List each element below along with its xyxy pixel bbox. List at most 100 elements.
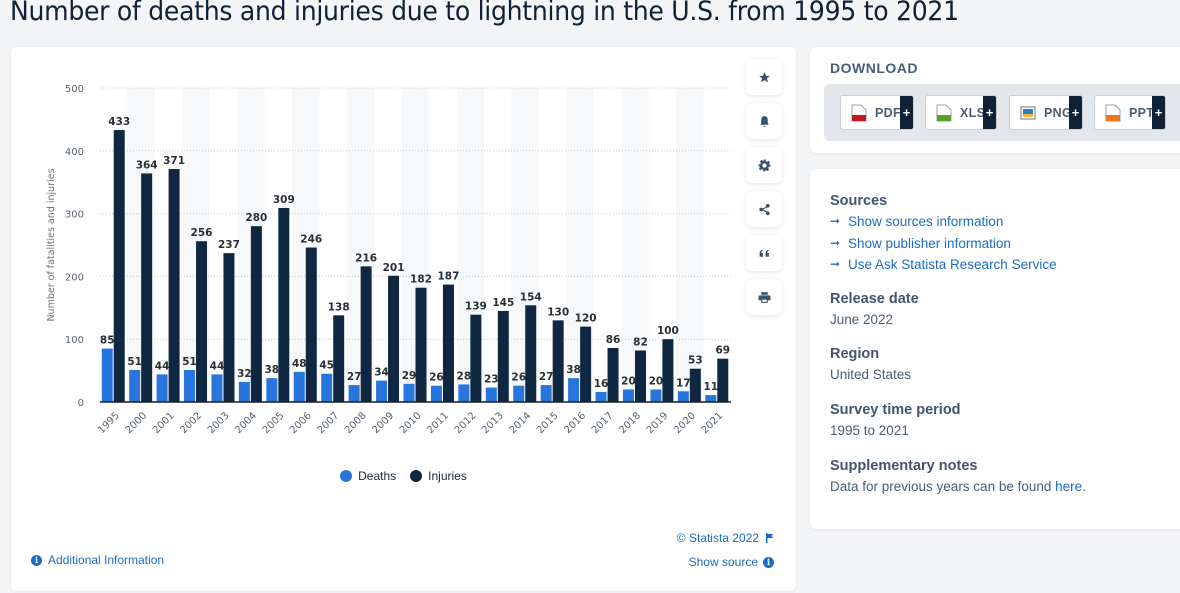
bar-injuries: [305, 247, 317, 402]
settings-button[interactable]: [746, 147, 782, 183]
supplementary-text: Data for previous years can be found her…: [830, 476, 1086, 498]
data-label-deaths: 44: [155, 360, 170, 372]
here-link[interactable]: here: [1055, 479, 1083, 494]
download-title: DOWNLOAD: [830, 60, 918, 76]
show-sources-text: Show sources information: [848, 214, 1004, 229]
legend-item-injuries[interactable]: Injuries: [410, 469, 467, 483]
data-label-deaths: 48: [292, 358, 307, 370]
favorite-button[interactable]: [746, 59, 782, 95]
bar-injuries: [168, 169, 180, 402]
data-label-injuries: 69: [715, 345, 730, 357]
data-label-deaths: 16: [594, 378, 609, 390]
x-tick-label: 2018: [617, 410, 643, 436]
data-label-injuries: 139: [465, 301, 487, 313]
copyright-link[interactable]: © Statista 2022: [677, 531, 774, 545]
print-button[interactable]: [746, 279, 782, 315]
info-icon: i: [763, 556, 774, 568]
data-label-deaths: 11: [703, 381, 718, 393]
bar-deaths: [321, 373, 333, 402]
x-tick-label: 2002: [178, 410, 204, 436]
download-ppt-button[interactable]: PPT +: [1094, 95, 1166, 130]
additional-information-link[interactable]: i Additional Information: [31, 553, 164, 567]
data-label-deaths: 26: [511, 372, 526, 384]
additional-information-text: Additional Information: [48, 553, 165, 567]
x-tick-label: 2007: [316, 410, 342, 436]
download-png-button[interactable]: PNG +: [1009, 95, 1083, 130]
sources-heading: Sources: [830, 193, 888, 209]
cite-button[interactable]: [746, 235, 782, 271]
share-button[interactable]: [746, 191, 782, 227]
plus-icon: +: [983, 96, 996, 129]
bar-deaths: [376, 380, 388, 402]
x-tick-label: 2004: [233, 410, 259, 436]
survey-period-section: Survey time period 1995 to 2021: [830, 400, 961, 442]
show-source-link[interactable]: Show source i: [689, 555, 774, 569]
ppt-label: PPT: [1129, 105, 1155, 120]
bar-injuries: [415, 287, 427, 402]
bar-injuries: [470, 314, 482, 402]
data-label-deaths: 27: [539, 371, 554, 383]
data-label-injuries: 309: [273, 194, 295, 206]
release-date-value: June 2022: [830, 312, 894, 327]
pdf-label: PDF: [875, 105, 901, 120]
data-label-injuries: 433: [108, 116, 130, 128]
data-label-injuries: 138: [328, 301, 350, 313]
bar-injuries: [250, 226, 262, 402]
y-tick-label: 300: [65, 210, 84, 221]
copyright-text: © Statista 2022: [676, 531, 759, 545]
release-date-heading: Release date: [830, 291, 919, 307]
bar-injuries: [333, 315, 345, 402]
bar-injuries: [223, 253, 235, 402]
download-pdf-button[interactable]: PDF +: [840, 95, 914, 130]
data-label-injuries: 371: [163, 155, 185, 167]
xls-file-icon: [936, 104, 952, 122]
star-icon: [758, 71, 770, 82]
notification-button[interactable]: [746, 103, 782, 139]
ask-statista-link[interactable]: ➞ Use Ask Statista Research Service: [830, 254, 1057, 276]
bar-deaths: [430, 385, 442, 402]
ppt-file-icon: [1105, 104, 1121, 122]
share-icon: [758, 203, 770, 215]
bar-deaths: [458, 384, 470, 402]
plus-icon: +: [1069, 96, 1082, 129]
arrow-right-icon: ➞: [830, 214, 841, 228]
x-tick-label: 2003: [206, 410, 232, 436]
legend-swatch-deaths: [340, 470, 353, 482]
download-xls-button[interactable]: XLS +: [925, 95, 997, 130]
bar-injuries: [580, 326, 592, 402]
data-label-injuries: 82: [633, 337, 648, 349]
y-tick-label: 200: [65, 272, 84, 283]
data-label-deaths: 29: [402, 370, 417, 382]
data-label-injuries: 256: [191, 227, 213, 239]
y-axis-label: Number of fatalities and injuries: [46, 168, 57, 321]
show-publisher-link[interactable]: ➞ Show publisher information: [830, 233, 1057, 255]
x-tick-label: 2005: [261, 410, 287, 436]
bar-injuries: [634, 350, 646, 402]
download-card: DOWNLOAD PDF + XLS + PNG + P: [810, 47, 1180, 153]
x-tick-label: 2001: [151, 410, 177, 436]
x-tick-label: 1995: [96, 410, 122, 436]
plus-icon: +: [900, 96, 913, 129]
bar-injuries: [113, 130, 125, 402]
y-tick-label: 500: [65, 84, 84, 95]
bar-chart: 0 100 200 300 400 500 Number of fatalities and…: [46, 84, 731, 436]
bar-injuries: [141, 173, 153, 402]
x-tick-label: 2013: [480, 410, 506, 436]
bar-injuries: [388, 275, 400, 402]
xls-label: XLS: [960, 105, 986, 120]
legend-label-injuries: Injuries: [428, 469, 467, 483]
bar-deaths: [293, 371, 305, 402]
y-tick-label: 400: [65, 147, 84, 158]
x-tick-label: 2021: [700, 410, 726, 436]
bar-deaths: [129, 369, 141, 402]
statistic-info-card: Sources ➞ Show sources information ➞ Sho…: [810, 169, 1180, 529]
category-band: [676, 88, 704, 402]
legend-item-deaths[interactable]: Deaths: [340, 469, 396, 483]
bar-deaths: [238, 381, 250, 402]
show-sources-link[interactable]: ➞ Show sources information: [830, 211, 1057, 233]
chart-tools: [746, 59, 782, 323]
bar-injuries: [662, 339, 674, 402]
region-value: United States: [830, 367, 912, 382]
data-label-deaths: 20: [621, 375, 636, 387]
data-label-deaths: 51: [182, 356, 197, 368]
